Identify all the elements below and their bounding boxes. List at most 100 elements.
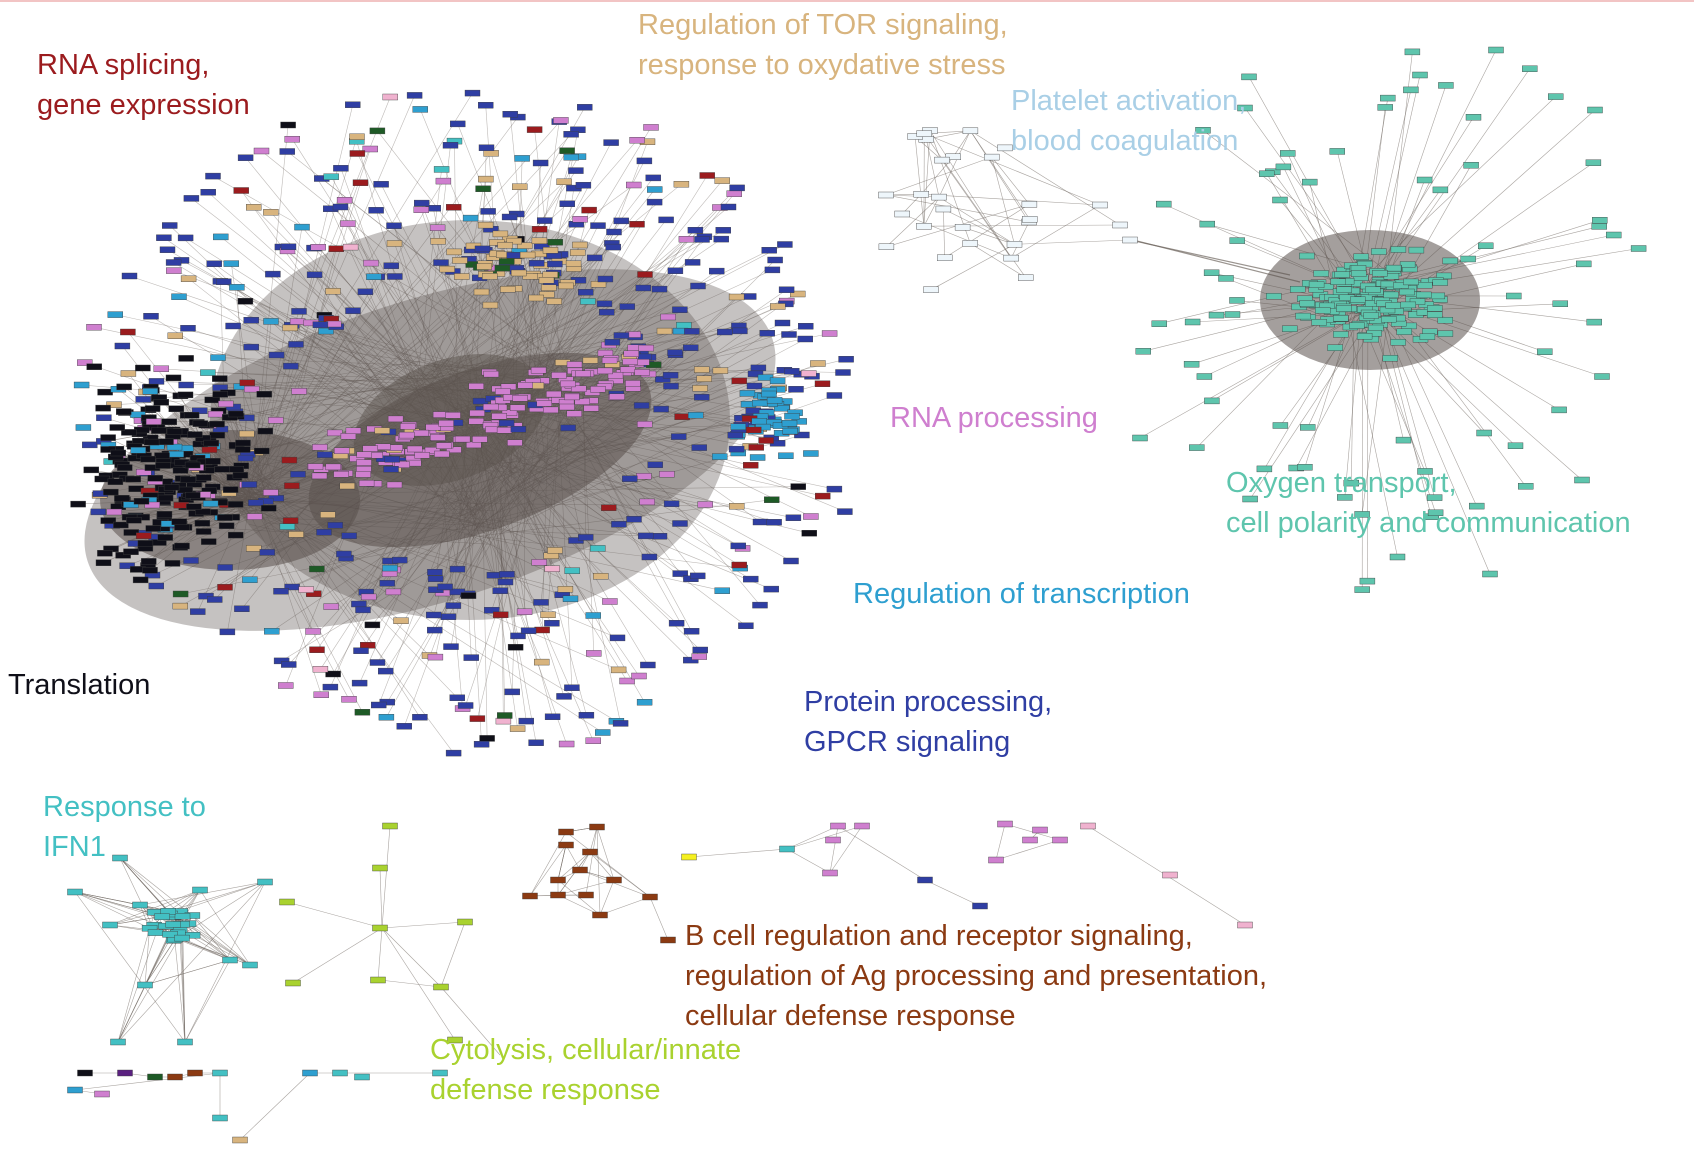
network-node xyxy=(90,508,107,516)
network-node xyxy=(752,601,768,609)
network-node xyxy=(1382,355,1399,362)
edge xyxy=(234,116,519,497)
network-node xyxy=(559,147,575,154)
network-node xyxy=(1256,465,1273,473)
network-node xyxy=(143,438,160,446)
network-node xyxy=(638,532,654,540)
network-node xyxy=(512,183,528,190)
network-node xyxy=(1080,822,1096,830)
network-node xyxy=(305,628,321,635)
network-node xyxy=(268,351,285,359)
network-node xyxy=(120,370,137,377)
network-node xyxy=(378,714,395,721)
network-node xyxy=(70,500,86,508)
network-node xyxy=(640,661,656,669)
edge xyxy=(995,839,1061,861)
network-node xyxy=(282,517,299,524)
network-node xyxy=(1594,373,1610,380)
network-node xyxy=(281,456,298,464)
edge xyxy=(537,249,770,366)
edge xyxy=(970,243,1026,278)
network-node xyxy=(195,435,211,442)
edge xyxy=(953,130,971,157)
network-node xyxy=(257,427,274,435)
network-node xyxy=(171,293,187,300)
network-node xyxy=(311,472,328,480)
network-node xyxy=(203,439,220,447)
network-node xyxy=(517,382,533,389)
network-node xyxy=(739,390,756,397)
network-node xyxy=(748,444,764,451)
edge xyxy=(381,825,391,929)
network-node xyxy=(544,713,561,720)
network-node xyxy=(770,303,786,310)
network-node xyxy=(539,291,555,298)
network-node xyxy=(667,349,683,356)
network-node xyxy=(387,273,403,280)
network-node xyxy=(550,876,566,884)
network-node xyxy=(218,400,234,408)
network-node xyxy=(625,380,641,387)
edge xyxy=(599,879,615,916)
network-node xyxy=(483,150,499,157)
network-node xyxy=(355,471,371,478)
network-node xyxy=(154,452,170,459)
network-node xyxy=(393,617,409,624)
network-node xyxy=(690,282,706,290)
network-node xyxy=(1336,286,1352,293)
network-node xyxy=(284,482,300,489)
network-node xyxy=(424,447,441,454)
network-node xyxy=(289,318,306,325)
network-node xyxy=(592,911,608,919)
network-node xyxy=(351,600,367,608)
network-node xyxy=(519,251,536,259)
network-node xyxy=(1432,186,1449,194)
network-node xyxy=(1537,348,1553,355)
network-node xyxy=(586,650,602,657)
network-node xyxy=(605,243,621,251)
network-node xyxy=(540,611,556,618)
network-node xyxy=(429,224,446,232)
network-node xyxy=(334,447,350,454)
network-node xyxy=(147,475,164,482)
network-node xyxy=(100,434,116,441)
network-node xyxy=(325,463,341,471)
network-node xyxy=(427,575,444,582)
network-node xyxy=(174,524,190,531)
network-node xyxy=(75,424,92,431)
network-node xyxy=(222,956,238,964)
network-node xyxy=(1333,331,1349,338)
network-node xyxy=(781,331,797,338)
network-node xyxy=(394,461,410,468)
network-node xyxy=(533,599,549,606)
network-node xyxy=(374,427,390,434)
network-node xyxy=(691,444,707,451)
network-node xyxy=(512,395,528,402)
network-node xyxy=(497,578,514,586)
network-node xyxy=(1329,148,1346,155)
network-node xyxy=(341,532,357,539)
network-node xyxy=(1022,836,1038,844)
network-node xyxy=(568,167,584,174)
network-node xyxy=(190,608,206,615)
network-node xyxy=(764,496,780,503)
network-node xyxy=(166,443,183,451)
network-node xyxy=(1327,344,1343,351)
network-node xyxy=(237,154,254,161)
label-oxygen-transport: Oxygen transport, cell polarity and commu… xyxy=(1226,467,1631,539)
network-node xyxy=(357,288,374,295)
network-node xyxy=(323,603,339,610)
network-node xyxy=(656,327,673,335)
edge xyxy=(529,844,567,897)
network-node xyxy=(582,848,598,856)
edge xyxy=(172,924,186,1043)
network-node xyxy=(151,427,167,434)
network-node xyxy=(676,322,692,329)
network-node xyxy=(593,573,609,580)
network-node xyxy=(237,298,254,305)
network-node xyxy=(434,450,450,458)
network-node xyxy=(133,498,150,505)
network-node xyxy=(728,445,745,453)
network-node xyxy=(474,245,491,253)
network-node xyxy=(622,475,638,482)
